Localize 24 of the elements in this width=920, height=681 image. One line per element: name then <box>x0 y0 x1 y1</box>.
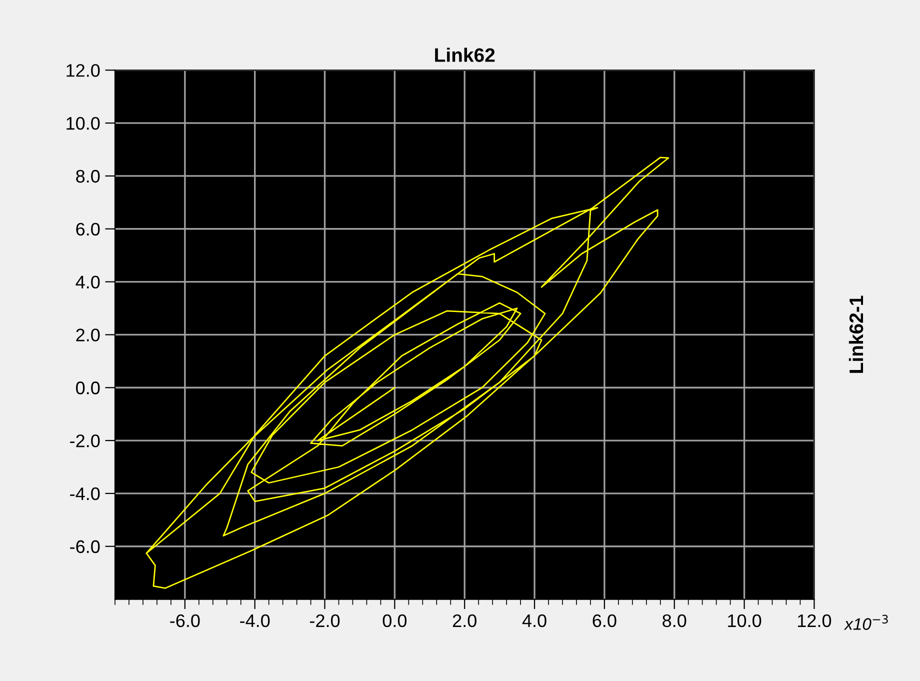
y-tick-label: -2.0 <box>70 434 100 448</box>
x-tick-label: 10.0 <box>728 614 762 628</box>
x-tick-label: 8.0 <box>662 614 686 628</box>
x-tick-label: -4.0 <box>240 614 270 628</box>
y-tick-label: 12.0 <box>66 64 100 77</box>
x-tick-label: 12.0 <box>798 614 832 628</box>
x-tick-label: 2.0 <box>452 614 476 628</box>
y-tick-label: -6.0 <box>70 540 100 554</box>
line-series <box>146 156 670 589</box>
y-tick-label: 8.0 <box>76 170 100 183</box>
chart-title: Link62 <box>435 48 495 62</box>
y-tick-label: 0.0 <box>76 382 100 394</box>
text: x10$^{−3}$ <box>844 614 888 630</box>
y-tick-label: 6.0 <box>76 222 100 236</box>
x-tick-label: 0.0 <box>382 614 407 628</box>
y-axis-title: Link62-1 <box>848 296 864 373</box>
y-tick-label: -4.0 <box>70 487 100 500</box>
x-tick-label: 4.0 <box>522 614 546 628</box>
x-tick-label: 6.0 <box>592 614 616 628</box>
x-tick-label: -6.0 <box>170 614 200 628</box>
y-tick-label: 4.0 <box>76 276 100 289</box>
y-tick-label: 2.0 <box>76 328 100 342</box>
y-tick-label: 10.0 <box>66 116 100 130</box>
x-tick-label: -2.0 <box>310 614 340 628</box>
